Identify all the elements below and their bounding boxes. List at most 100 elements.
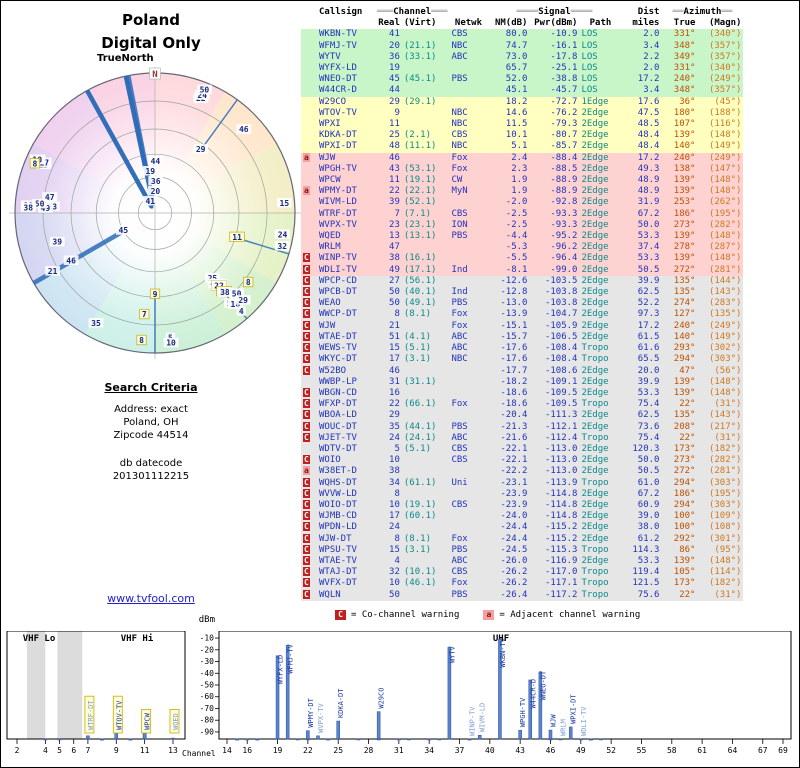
co-channel-legend-text: = Co-channel warning [351, 610, 460, 620]
cell-real: 27 [389, 275, 400, 286]
cell-miles: 121.5 [632, 578, 660, 589]
cell-miles: 2.0 [643, 29, 660, 40]
table-row: C WBOA-LD 29 -20.4 -111.3 2Edge 62.5 135° (143°) [301, 410, 744, 422]
cell-virt: (17.1) [403, 264, 437, 275]
unused-band [26, 631, 46, 739]
cell-pwr: -103.5 [544, 275, 578, 286]
cell-netwk: PBS [451, 74, 468, 85]
signal-bar [296, 738, 300, 741]
table-row: W29CO 29 (29.1) 18.2 -72.7 1Edge 17.6 36° (45°) [301, 96, 744, 108]
signal-bar [589, 738, 593, 741]
cell-miles: 17.2 [637, 74, 660, 85]
bar-label: WPXI-DT [570, 694, 578, 724]
cell-path: 2Edge [581, 309, 609, 320]
co-channel-marker: C [303, 421, 310, 431]
cell-netwk [449, 85, 487, 96]
cell-magn: (281°) [708, 466, 742, 477]
cell-callsign: WEAO [319, 298, 341, 309]
cell-pwr: -105.9 [544, 320, 578, 331]
cell-pwr: -17.8 [550, 51, 578, 62]
y-tick-label: -80 [200, 716, 215, 725]
cell-marker [301, 175, 317, 186]
cell-virt: (8.1) [403, 309, 431, 320]
cell-callsign: WPGH-TV [319, 163, 357, 174]
cell-virt [402, 321, 450, 332]
cell-path: 2Edge [581, 152, 609, 163]
cell-marker: C [301, 499, 317, 511]
cell-true: 208° [673, 421, 696, 432]
col-header-callsign: Callsign [319, 7, 363, 17]
co-channel-marker: C [303, 309, 310, 319]
co-channel-marker: C [303, 410, 310, 420]
table-row: C WPSU-TV 15 (3.1) PBS -24.5 -115.3 Tropo 114.3 8… [301, 544, 744, 556]
signal-bar [275, 655, 280, 740]
cell-pwr: -93.3 [550, 208, 578, 219]
cell-real: 13 [389, 231, 400, 242]
cell-nm: -18.2 [500, 376, 528, 387]
cell-miles: 67.2 [637, 488, 660, 499]
cell-magn: (135°) [708, 309, 742, 320]
x-tick-label: 55 [637, 746, 647, 755]
cell-callsign: WRLM [319, 242, 341, 253]
cell-pwr: -113.0 [544, 455, 578, 466]
cell-virt: (11.1) [403, 141, 437, 152]
cell-virt: (46.1) [403, 578, 437, 589]
cell-magn: (31°) [714, 432, 742, 443]
cell-true: 139° [673, 231, 696, 242]
cell-netwk: ABC [451, 331, 468, 342]
table-row: C WQHS-DT 34 (61.1) Uni -23.1 -113.9 Tropo 61.0 2… [301, 477, 744, 489]
cell-miles: 53.3 [637, 231, 660, 242]
cell-marker: a [301, 466, 317, 477]
cell-netwk [449, 197, 487, 208]
cell-virt: (13.1) [403, 231, 437, 242]
radar-channel-label: 46 [239, 125, 249, 134]
cell-virt: (16.1) [403, 253, 437, 264]
cell-real: 38 [389, 253, 400, 264]
table-row: WYFX-LD 19 65.7 -25.1 LOS 2.0 331° (340°) [301, 63, 744, 75]
cell-callsign: WFMJ-TV [319, 40, 357, 51]
cell-path: 2Edge [581, 242, 609, 253]
signal-bar [427, 738, 431, 741]
svg-text:WFMJ-TV: WFMJ-TV [287, 643, 295, 673]
co-channel-marker: C [303, 287, 310, 297]
cell-virt [402, 388, 450, 399]
cell-path: 2Edge [581, 163, 609, 174]
cell-path: 2Edge [581, 186, 609, 197]
vhf-hi-label: VHF Hi [121, 633, 154, 644]
cell-miles: 39.9 [637, 275, 660, 286]
cell-path: 2Edge [581, 555, 609, 566]
cell-magn: (281°) [708, 264, 742, 275]
cell-marker [301, 29, 317, 40]
db-datecode-label: db datecode [119, 458, 183, 469]
cell-netwk: ABC [451, 51, 468, 62]
cell-marker: C [301, 511, 317, 522]
cell-netwk: PBS [451, 231, 468, 242]
dbm-axis-label: dBm [198, 615, 215, 625]
cell-magn: (148°) [708, 175, 742, 186]
report-title-line1: Poland [122, 11, 180, 29]
radar-channel-label: 16 [231, 300, 241, 309]
channel-axis-label: Channel [182, 749, 216, 758]
cell-real: 23 [389, 219, 400, 230]
cell-miles: 60.9 [637, 499, 660, 510]
cell-miles: 3.4 [643, 85, 660, 96]
search-criteria-line: Poland, OH [123, 417, 179, 428]
x-tick-label: 49 [576, 746, 586, 755]
cell-magn: (357°) [708, 85, 742, 96]
table-row: WPXI 11 NBC 11.5 -79.3 2Edge 48.5 107° (116°) [301, 119, 744, 131]
cell-callsign: WDTV-DT [319, 443, 357, 454]
cell-virt: (22.1) [403, 186, 437, 197]
cell-marker [301, 141, 317, 152]
cell-real: 10 [389, 455, 400, 466]
table-row: C WPCP-CD 27 (56.1) -12.6 -103.5 2Edge 39.9 135°… [301, 275, 744, 288]
cell-nm: -13.9 [500, 309, 528, 320]
cell-true: 294° [673, 354, 696, 365]
tvfool-link[interactable]: www.tvfool.com [107, 592, 195, 605]
cell-true: 348° [673, 85, 696, 96]
co-channel-marker: C [303, 432, 310, 442]
cell-virt [402, 242, 450, 253]
cell-real: 20 [389, 40, 400, 51]
cell-nm: 14.6 [505, 107, 528, 118]
co-channel-marker: C [303, 331, 310, 341]
cell-path: 2Edge [581, 499, 609, 510]
